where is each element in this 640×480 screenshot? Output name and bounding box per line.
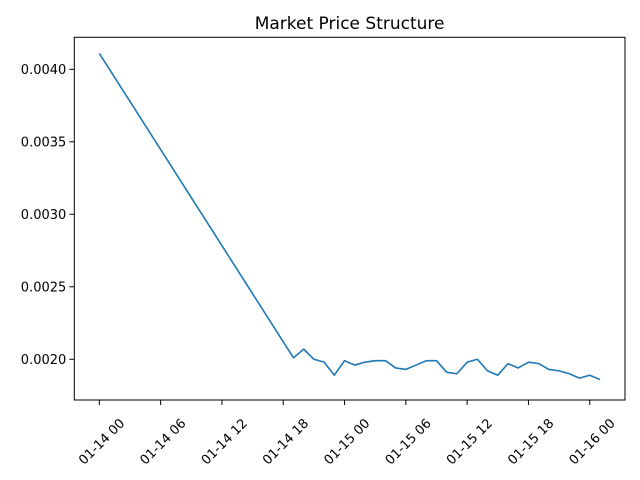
y-tick-label: 0.0020 [21, 353, 67, 368]
price-line-series [98, 52, 601, 381]
y-tick-label: 0.0025 [21, 280, 67, 295]
y-tick-label: 0.0030 [21, 208, 67, 223]
plot-area-background [74, 37, 626, 401]
y-tick-label: 0.0035 [21, 135, 67, 150]
y-tick-label: 0.0040 [21, 63, 67, 78]
chart-title: Market Price Structure [255, 14, 445, 34]
y-axis-ticks: 0.0020 0.0025 0.0030 0.0035 0.0040 [21, 63, 75, 368]
axes-frame [73, 36, 626, 401]
